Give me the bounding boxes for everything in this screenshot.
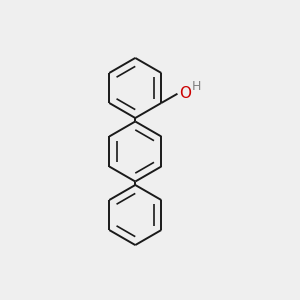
Text: O: O bbox=[179, 86, 191, 101]
Text: H: H bbox=[191, 80, 201, 93]
